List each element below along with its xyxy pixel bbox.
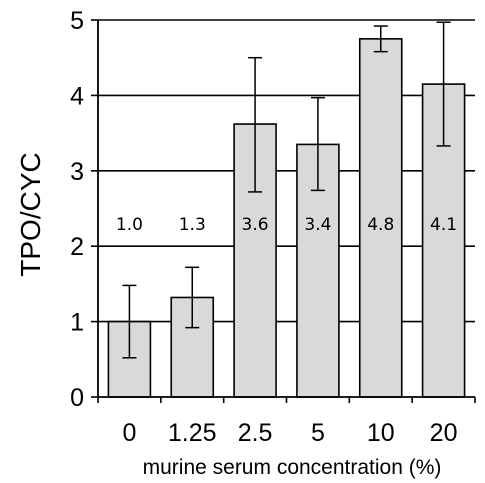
data-label-20: 4.1 xyxy=(430,215,457,235)
bars xyxy=(107,38,466,398)
x-tick-label: 2.5 xyxy=(238,419,273,447)
y-tick-label: 2 xyxy=(70,233,84,261)
data-label-5: 3.4 xyxy=(304,215,331,235)
y-axis-label: TPO/CYC xyxy=(15,152,46,276)
axes xyxy=(91,19,476,403)
y-tick-label: 4 xyxy=(70,82,84,110)
x-tick-label: 5 xyxy=(311,419,325,447)
y-tick-label: 5 xyxy=(70,7,84,35)
x-tick-label: 1.25 xyxy=(168,419,217,447)
y-tick-label: 1 xyxy=(70,309,84,337)
x-tick-label: 10 xyxy=(367,419,395,447)
data-label-0: 1.0 xyxy=(116,215,143,235)
data-label-10: 4.8 xyxy=(367,215,394,235)
gridlines xyxy=(98,19,475,323)
data-labels: 1.0 1.3 3.6 3.4 4.8 4.1 xyxy=(116,215,457,235)
x-tick-label: 20 xyxy=(430,419,458,447)
x-tick-label: 0 xyxy=(122,419,136,447)
y-tick-label: 0 xyxy=(70,384,84,412)
error-bars xyxy=(122,21,451,359)
data-label-2.5: 3.6 xyxy=(242,215,269,235)
data-label-1.25: 1.3 xyxy=(179,215,206,235)
y-tick-label: 3 xyxy=(70,158,84,186)
tick-labels: 0 1 2 3 4 5 0 1.25 2.5 5 10 20 xyxy=(70,7,457,447)
x-axis-label: murine serum concentration (%) xyxy=(143,456,442,479)
